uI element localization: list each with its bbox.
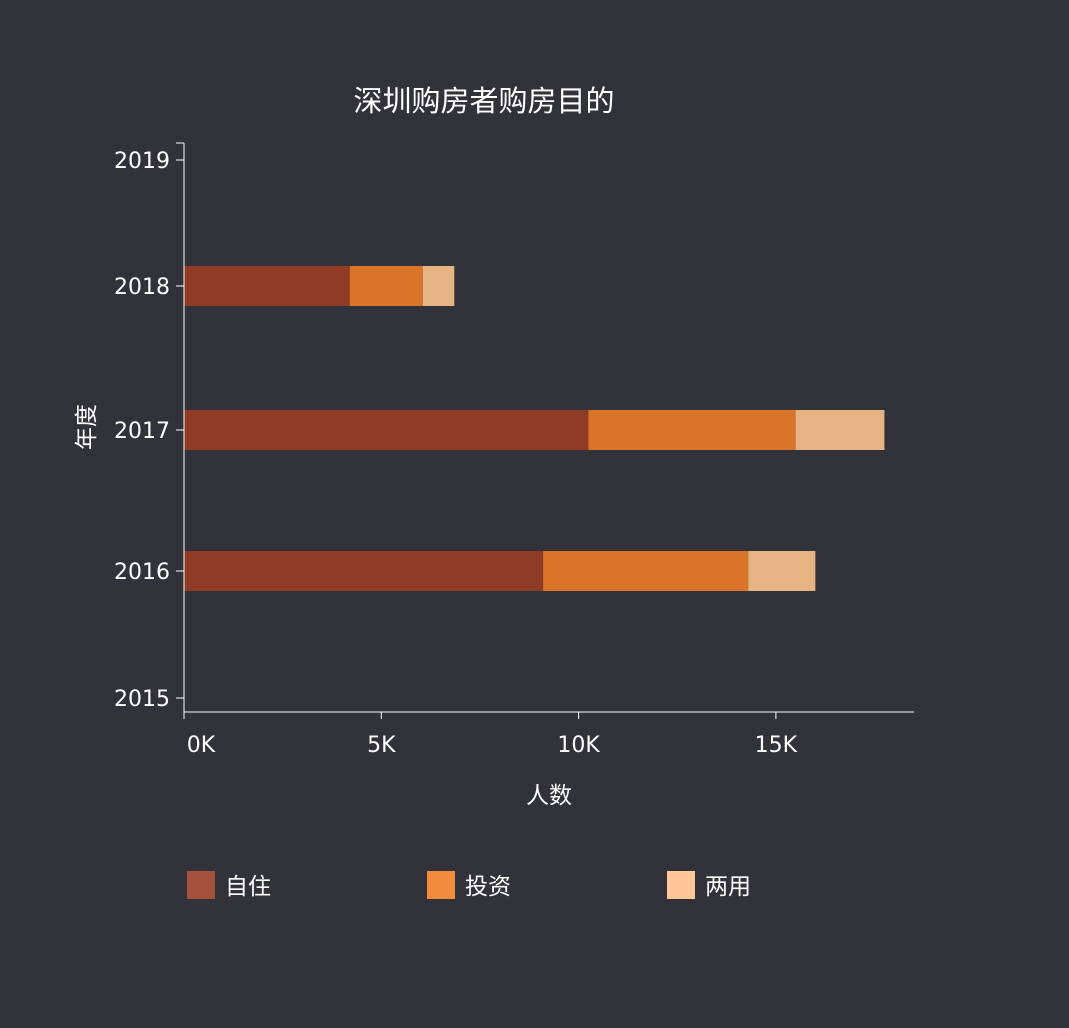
- x-tick-label-5K: 5K: [367, 733, 396, 758]
- x-tick-label-10K: 10K: [557, 733, 600, 758]
- chart-title: 深圳购房者购房目的: [353, 84, 614, 118]
- legend-item-2: 两用: [667, 871, 751, 900]
- y-tick-label-2015: 2015: [114, 687, 170, 712]
- bar-2016-series-1: [543, 551, 749, 591]
- x-tick-label-15K: 15K: [755, 733, 798, 758]
- bar-2016-series-0: [184, 551, 544, 591]
- bar-2018-series-1: [349, 266, 423, 306]
- bar-2018-series-2: [422, 266, 455, 306]
- legend: 自住 投资 两用: [187, 871, 751, 900]
- bar-2016-series-2: [748, 551, 816, 591]
- x-tick-label-0K: 0K: [187, 733, 216, 758]
- bar-2017-series-1: [588, 410, 796, 450]
- y-tick-label-2016: 2016: [114, 560, 170, 585]
- y-axis-label: 年度: [74, 404, 100, 450]
- x-axis-label: 人数: [526, 783, 572, 809]
- bar-2017-series-2: [795, 410, 885, 450]
- legend-swatch-2: [667, 871, 695, 899]
- legend-item-0: 自住: [187, 871, 271, 900]
- legend-label-0: 自住: [225, 874, 271, 900]
- legend-item-1: 投资: [427, 871, 511, 900]
- y-tick-label-2017: 2017: [114, 419, 170, 444]
- legend-label-2: 两用: [705, 874, 751, 900]
- legend-swatch-1: [427, 871, 455, 899]
- bar-2018-series-0: [184, 266, 350, 306]
- plot-area: 2019 2018 2017 2016 2015 0K 5K 10K 15K: [114, 142, 914, 758]
- y-tick-label-2019: 2019: [114, 149, 170, 174]
- legend-swatch-0: [187, 871, 215, 899]
- legend-label-1: 投资: [465, 874, 511, 900]
- y-tick-label-2018: 2018: [114, 275, 170, 300]
- bar-2017-series-0: [184, 410, 589, 450]
